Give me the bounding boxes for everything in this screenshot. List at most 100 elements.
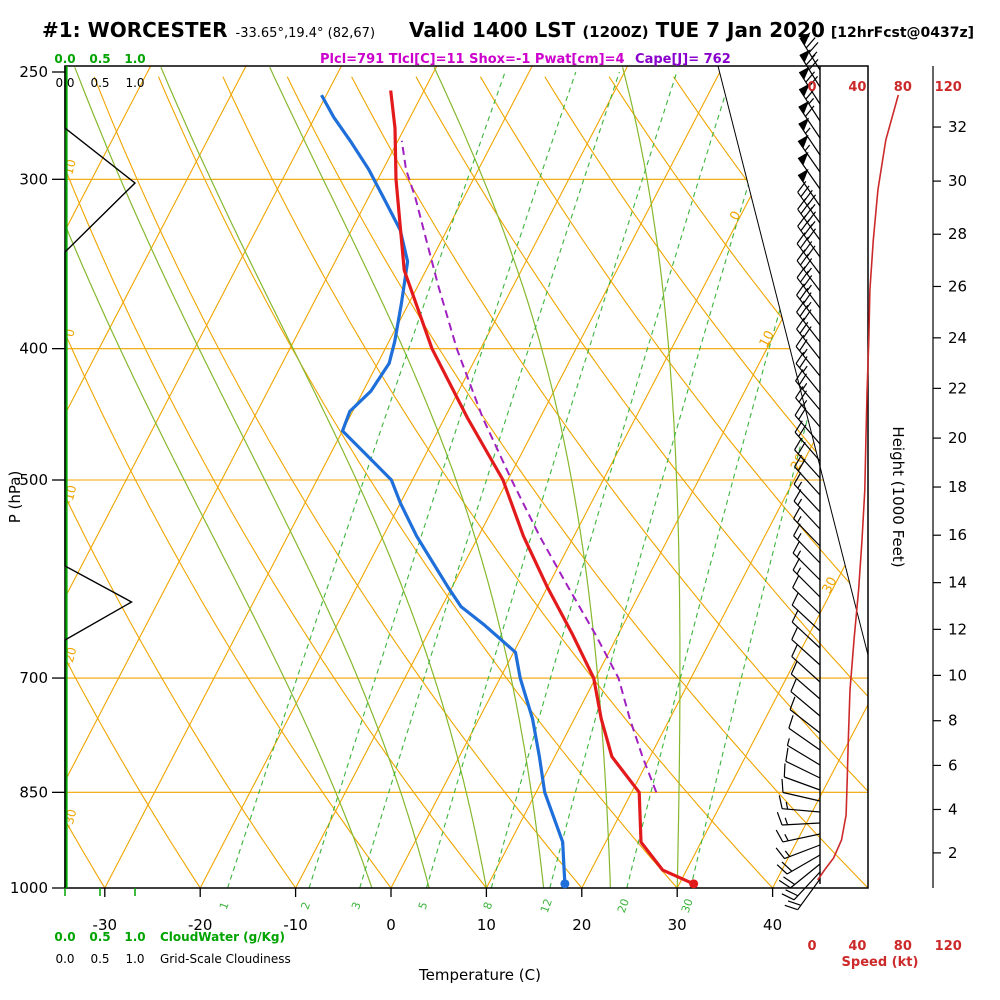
- svg-text:30: 30: [668, 916, 687, 934]
- speed-axis-label: Speed (kt): [842, 955, 919, 970]
- svg-text:20: 20: [615, 897, 632, 915]
- svg-text:-20: -20: [188, 916, 213, 934]
- surface-temp-dot: [689, 879, 699, 889]
- svg-text:40: 40: [763, 916, 782, 934]
- svg-text:80: 80: [894, 80, 912, 95]
- svg-text:-10: -10: [283, 916, 308, 934]
- svg-text:300: 300: [19, 170, 48, 188]
- forecast-tag: [12hrFcst@0437z]: [830, 25, 975, 41]
- svg-text:0.0: 0.0: [55, 76, 74, 90]
- svg-text:500: 500: [19, 471, 48, 489]
- svg-text:6: 6: [948, 756, 958, 774]
- valid-date: TUE 7 Jan 2020: [655, 18, 825, 42]
- svg-text:14: 14: [948, 574, 967, 592]
- svg-text:0.0: 0.0: [55, 952, 74, 966]
- svg-text:0: 0: [807, 939, 816, 954]
- svg-text:12: 12: [948, 620, 967, 638]
- svg-text:12: 12: [538, 897, 555, 915]
- svg-text:120: 120: [935, 939, 962, 954]
- svg-text:700: 700: [19, 669, 48, 687]
- svg-text:0: 0: [727, 209, 744, 223]
- svg-text:40: 40: [848, 80, 866, 95]
- station-coords: -33.65°,19.4° (82,67): [235, 26, 376, 41]
- temperature-curve: [389, 90, 695, 886]
- svg-text:0.0: 0.0: [54, 930, 75, 944]
- temperature-axis-label: Temperature (C): [418, 966, 541, 984]
- svg-text:-30: -30: [61, 808, 80, 831]
- skewt-grid: [65, 66, 868, 888]
- svg-text:1.0: 1.0: [125, 952, 144, 966]
- svg-text:20: 20: [572, 916, 591, 934]
- svg-text:1.0: 1.0: [125, 76, 144, 90]
- cut-corner-line: [717, 65, 869, 656]
- svg-text:3: 3: [349, 900, 364, 911]
- svg-text:1: 1: [217, 900, 232, 911]
- svg-text:8: 8: [481, 900, 496, 911]
- svg-text:80: 80: [894, 939, 912, 954]
- svg-text:5: 5: [416, 900, 431, 911]
- svg-text:10: 10: [757, 328, 778, 350]
- svg-text:24: 24: [948, 329, 967, 347]
- station-title: #1: WORCESTER: [42, 18, 228, 42]
- wind-speed-curve: [817, 94, 900, 881]
- cloudiness-label: Grid-Scale Cloudiness: [160, 952, 291, 966]
- svg-text:0.5: 0.5: [89, 930, 110, 944]
- svg-text:-10: -10: [61, 484, 80, 507]
- svg-text:0: 0: [807, 80, 816, 95]
- svg-text:40: 40: [848, 939, 866, 954]
- svg-text:1.0: 1.0: [124, 52, 145, 66]
- svg-text:0: 0: [386, 916, 396, 934]
- svg-text:-20: -20: [61, 646, 80, 669]
- svg-text:28: 28: [948, 225, 967, 243]
- svg-text:0: 0: [62, 327, 78, 338]
- svg-text:0.5: 0.5: [90, 76, 109, 90]
- svg-text:0.5: 0.5: [90, 952, 109, 966]
- svg-text:8: 8: [948, 712, 958, 730]
- svg-text:2: 2: [948, 844, 958, 862]
- svg-text:2: 2: [299, 900, 314, 911]
- valid-time: Valid 1400 LST: [409, 18, 576, 42]
- wind-speed-curve-group: [817, 94, 900, 881]
- cloud-fraction-curve: [64, 66, 137, 888]
- svg-text:850: 850: [19, 783, 48, 801]
- svg-text:16: 16: [948, 526, 967, 544]
- svg-text:30: 30: [679, 897, 696, 915]
- cape-value: Cape[J]= 762: [635, 52, 731, 67]
- svg-text:0.5: 0.5: [89, 52, 110, 66]
- svg-text:20: 20: [788, 451, 809, 473]
- plot-frame: [64, 65, 869, 889]
- title-row: #1: WORCESTER -33.65°,19.4° (82,67) Valid …: [42, 18, 992, 42]
- profiles-group: [320, 90, 699, 889]
- dewpoint-curve: [320, 94, 567, 884]
- svg-text:-30: -30: [93, 916, 118, 934]
- svg-text:30: 30: [820, 575, 841, 597]
- pressure-axis-label: P (hPa): [6, 471, 24, 524]
- wind-barbs-group: [775, 32, 821, 911]
- svg-text:1000: 1000: [10, 879, 48, 897]
- svg-text:10: 10: [61, 158, 78, 176]
- cloudwater-label: CloudWater (g/Kg): [160, 930, 285, 944]
- valid-zulu: (1200Z): [582, 23, 649, 41]
- cloud-fraction-group: [64, 66, 137, 888]
- svg-text:1.0: 1.0: [124, 930, 145, 944]
- parcel-curve: [400, 140, 658, 793]
- svg-text:4: 4: [948, 800, 958, 818]
- surface-dewpoint-dot: [560, 879, 570, 889]
- svg-text:30: 30: [948, 172, 967, 190]
- svg-text:18: 18: [948, 478, 967, 496]
- svg-text:20: 20: [948, 429, 967, 447]
- height-axis-label: Height (1000 Feet): [889, 426, 907, 567]
- svg-text:22: 22: [948, 379, 967, 397]
- svg-text:10: 10: [948, 666, 967, 684]
- svg-text:400: 400: [19, 340, 48, 358]
- svg-text:0.0: 0.0: [54, 52, 75, 66]
- stability-indices: Plcl=791 Tlcl[C]=11 Shox=-1 Pwat[cm]=4: [320, 52, 625, 67]
- svg-text:26: 26: [948, 277, 967, 295]
- indices-row: Plcl=791 Tlcl[C]=11 Shox=-1 Pwat[cm]=4 C…: [320, 52, 731, 67]
- svg-text:120: 120: [935, 80, 962, 95]
- svg-text:32: 32: [948, 118, 967, 136]
- svg-text:10: 10: [477, 916, 496, 934]
